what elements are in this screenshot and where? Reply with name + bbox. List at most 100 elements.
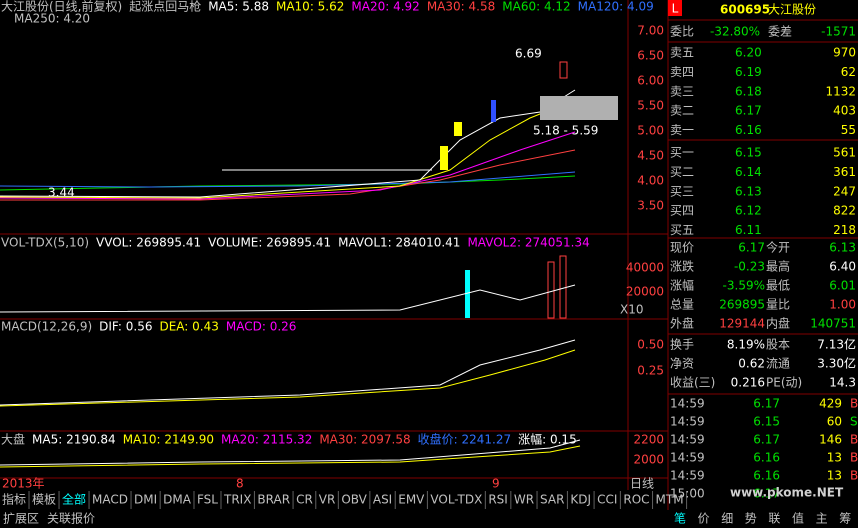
book-price: 6.16 [735,123,762,137]
stock-name: 大江股份 [768,3,816,17]
panel-header: MA10: 5.62 [276,0,344,14]
book-label: 卖四 [670,65,694,79]
book-price: 6.15 [735,146,762,160]
panel-header: MA60: 4.12 [502,0,570,14]
quote-field: 委差 [768,25,792,39]
panel-header: MA5: 5.88 [208,0,269,14]
trade-field: 13 [827,469,842,483]
y-tick-label: 6.50 [637,49,664,63]
y-tick-label: 0.25 [637,364,664,378]
trade-field: B [850,397,858,411]
tab[interactable]: BRAR [257,493,290,507]
book-volume: 55 [841,123,856,137]
book-price: 6.13 [735,184,762,198]
stat-field: 269895 [719,298,765,312]
watermark: www.pkome.NET [730,486,844,500]
stat-field: 涨跌 [670,259,694,274]
trade-field: 13 [827,451,842,465]
book-label: 买二 [670,165,694,179]
tab[interactable]: 指标 [2,492,26,507]
tab[interactable]: 价 [698,512,710,526]
tab[interactable]: OBV [341,493,367,507]
tab[interactable]: 势 [745,512,757,526]
tab[interactable]: 模板 [32,493,56,507]
book-volume: 361 [833,165,856,179]
panel-header: VOLUME: 269895.41 [208,236,331,250]
tab[interactable]: EMV [398,493,425,507]
stock-code: 600695 [720,3,770,17]
tab[interactable]: 笔 [674,511,686,526]
tab[interactable]: RSI [488,493,508,507]
tab[interactable]: 扩展区 [3,512,39,526]
panel-header: MACD(12,26,9) [1,320,92,334]
quote-field: 委比 [670,25,694,39]
panel-header: 收盘价: 2241.27 [418,432,511,447]
unit-label: X10 [620,303,644,317]
book-volume: 561 [833,146,856,160]
tab[interactable]: 筹 [839,512,851,526]
y-tick-label: 3.50 [637,199,664,213]
trade-field: 6.17 [753,433,780,447]
tab[interactable]: CCI [597,493,617,507]
tab[interactable]: 值 [792,511,804,526]
stat-field: 0.216 [731,376,765,390]
trade-field: 6.17 [753,487,780,501]
stat-field: 14.3 [829,376,856,390]
tab[interactable]: 主 [816,512,828,526]
tab[interactable]: WR [514,493,534,507]
panel-header: MA30: 4.58 [427,0,495,14]
tab[interactable]: 细 [721,512,733,526]
trade-field: B [850,451,858,465]
book-label: 买四 [670,204,694,218]
tab[interactable]: KDJ [570,493,591,507]
tab[interactable]: 全部 [62,492,86,507]
book-volume: 403 [833,104,856,118]
book-volume: 62 [841,65,856,79]
stat-field: 外盘 [670,316,694,331]
trade-field: 6.16 [753,451,780,465]
tab[interactable]: DMI [134,493,157,507]
tab[interactable]: VOL-TDX [430,493,482,507]
tab[interactable]: CR [296,493,313,507]
tab[interactable]: ROC [623,493,649,507]
tab[interactable]: ASI [373,493,392,507]
annotation: 3.44 [48,186,75,200]
book-label: 买三 [670,184,694,198]
trade-field: 429 [819,397,842,411]
panel-header: 涨幅: 0.15 [518,432,577,447]
tab[interactable]: 关联报价 [47,511,95,526]
panel-header: MA30: 2097.58 [319,433,410,447]
book-label: 买五 [670,223,694,237]
trade-field: 6.15 [753,415,780,429]
book-label: 卖五 [670,46,694,60]
tab[interactable]: SAR [540,493,564,507]
book-price: 6.18 [735,84,762,98]
trade-field: 146 [819,433,842,447]
quote-field: -32.80% [710,25,760,39]
book-price: 6.14 [735,165,762,179]
book-price: 6.20 [735,46,762,60]
tab[interactable]: DMA [163,493,192,507]
stat-field: 净资 [670,357,694,371]
tab[interactable]: 联 [768,512,780,526]
stat-field: 129144 [719,317,765,331]
tab[interactable]: FSL [197,493,218,507]
y-tick-label: 40000 [626,261,664,275]
panel-header: MA250: 4.20 [14,12,90,26]
annotation: 6.69 [515,47,542,61]
tab[interactable]: VR [319,493,336,507]
tab[interactable]: MACD [92,493,128,507]
quote-field: -1571 [821,25,856,39]
stat-field: 6.17 [738,241,765,255]
tab[interactable]: MTM [656,493,684,507]
panel-header: MA20: 4.92 [351,0,419,14]
panel-header: DEA: 0.43 [159,320,218,334]
stat-field: 8.19% [727,338,765,352]
stat-field: 量比 [766,298,790,312]
panel-header: VVOL: 269895.41 [96,236,201,250]
x-tick-label: 8 [236,477,244,491]
annotation: 5.18 - 5.59 [533,124,598,138]
y-tick-label: 0.50 [637,338,664,352]
tab[interactable]: TRIX [223,493,251,507]
stat-field: 股本 [766,338,790,352]
